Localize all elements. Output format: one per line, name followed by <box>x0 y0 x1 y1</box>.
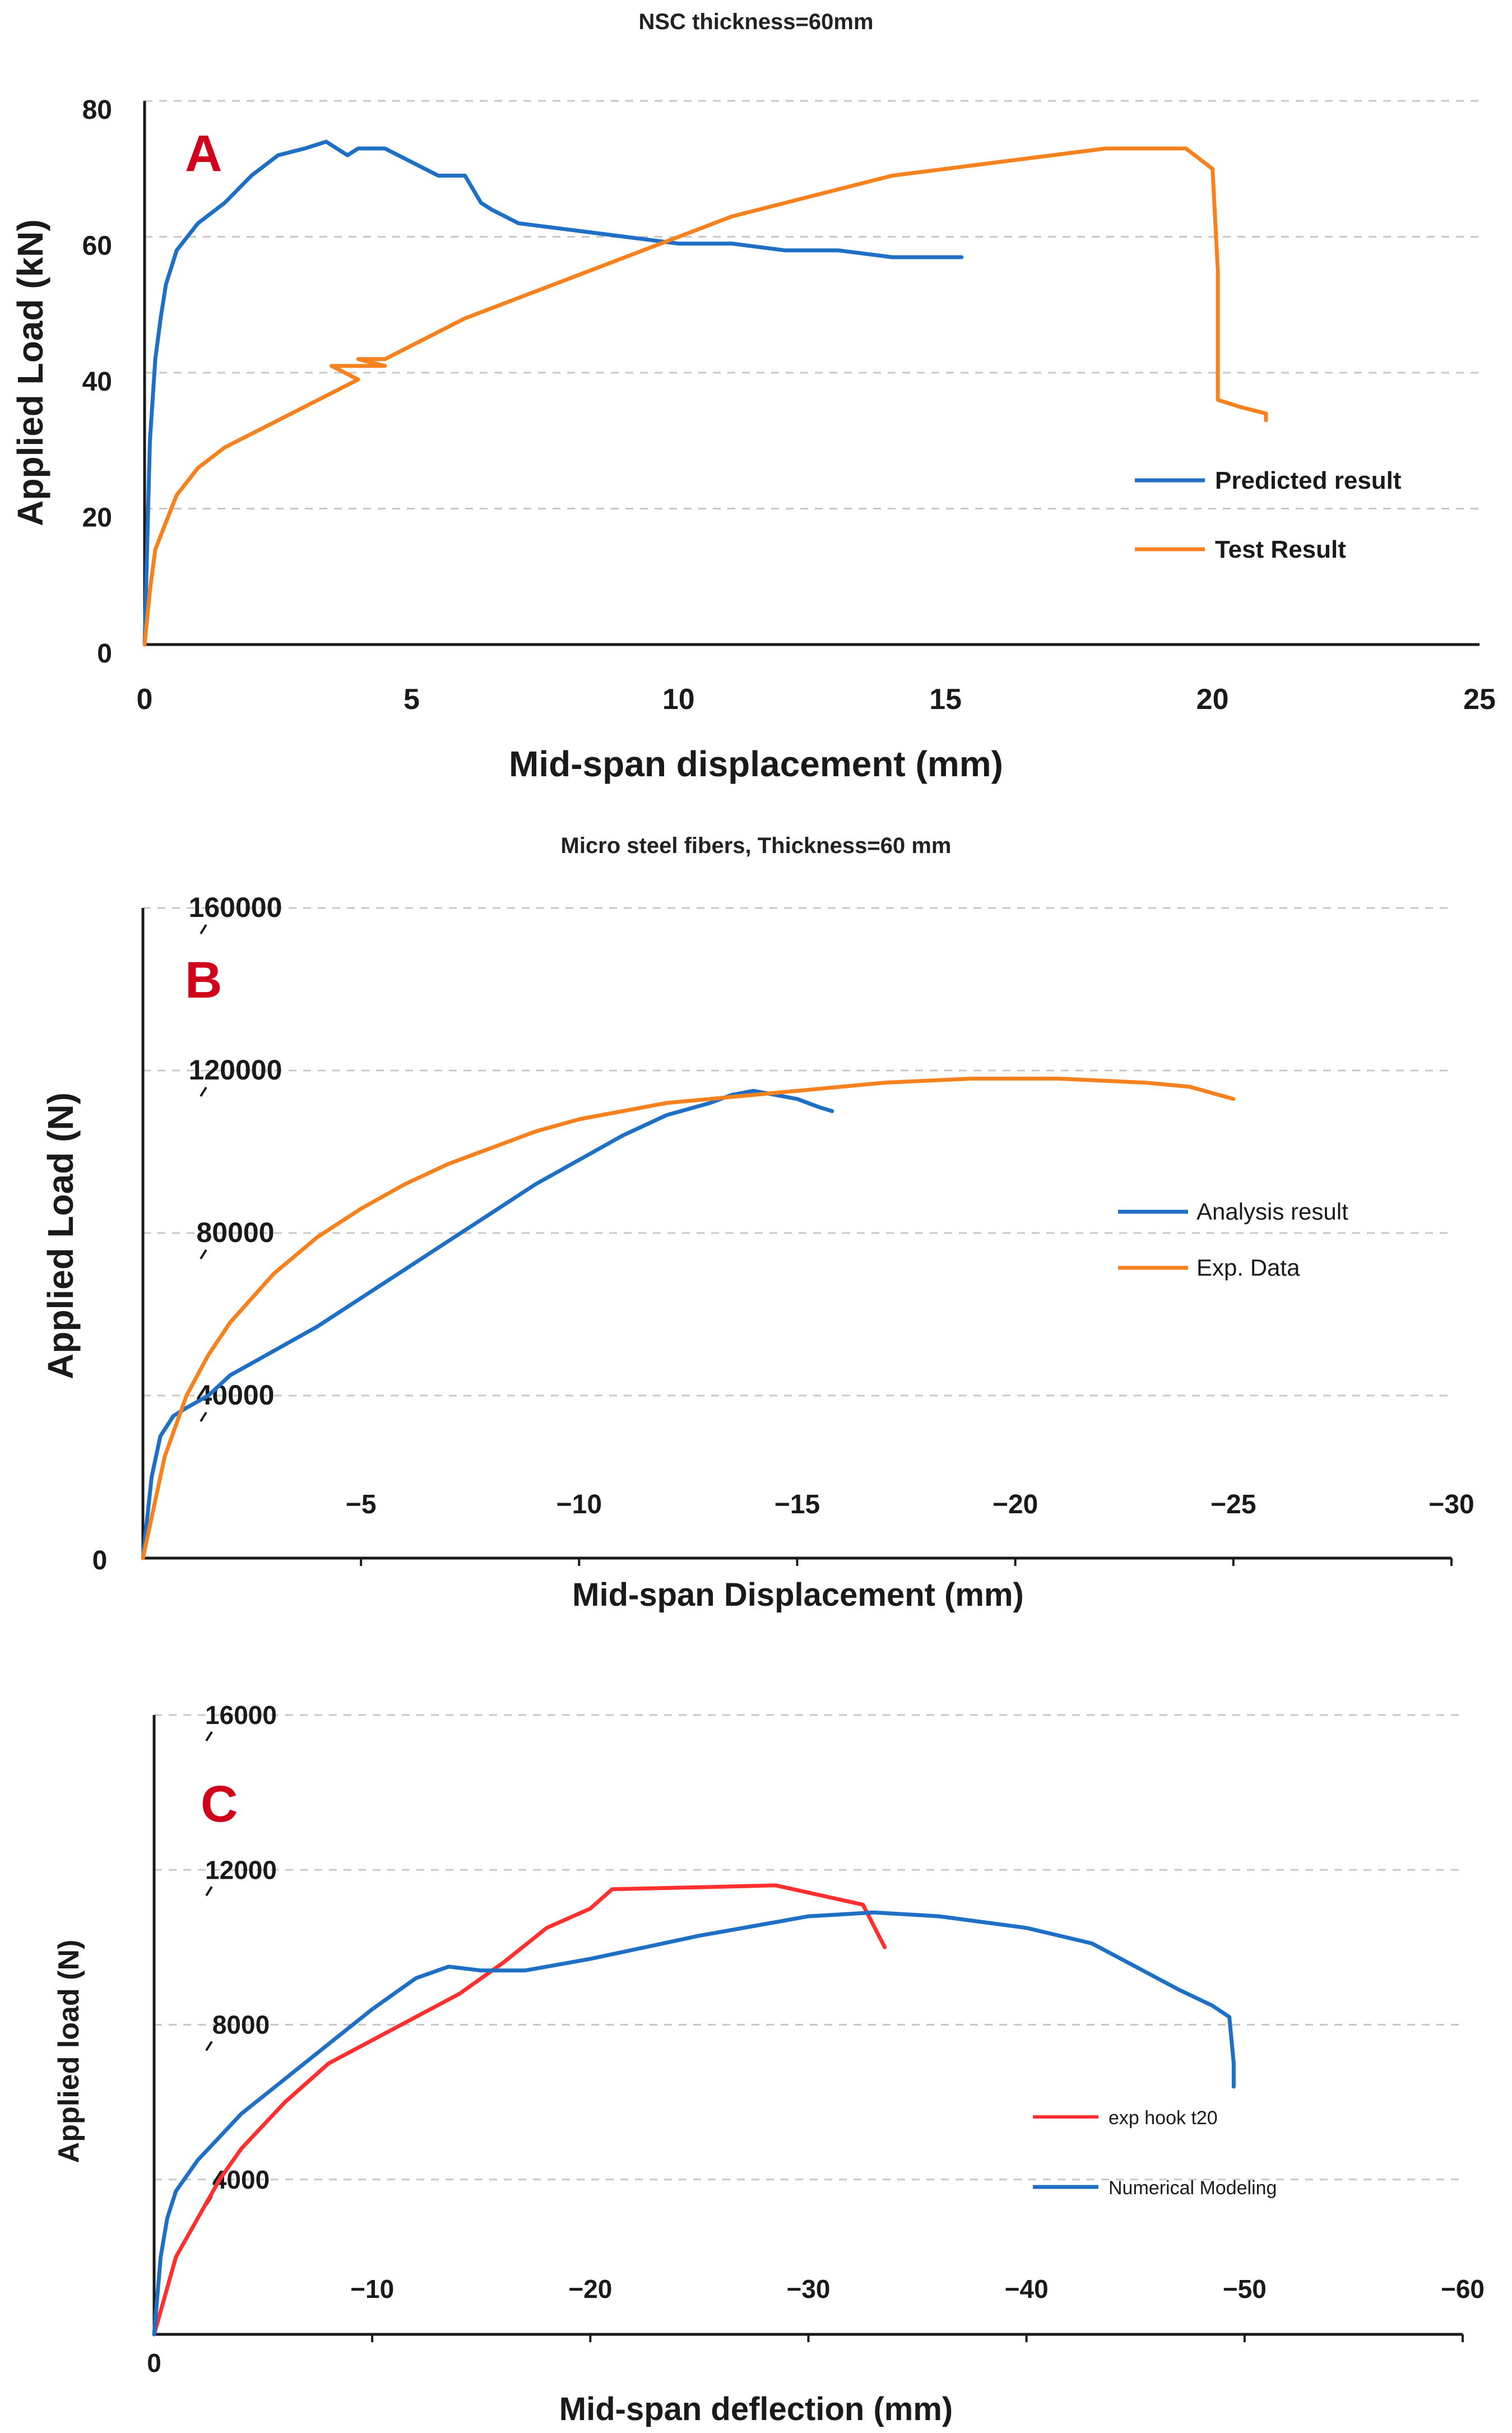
grid <box>154 1714 1463 2181</box>
series-group <box>142 140 1268 647</box>
y-tick-label: 160000 <box>189 892 282 923</box>
y-tick-label: 60 <box>82 231 112 261</box>
y-axis-label: Applied load (N) <box>53 1940 85 2163</box>
series-group <box>141 1077 1236 1560</box>
x-tick-label: 0 <box>137 683 153 716</box>
legend-label-numerical: Numerical Modeling <box>1109 2177 1277 2199</box>
x-ticks: −5 −10 −15 −20 −25 −30 <box>346 1490 1474 1566</box>
origin-label: 0 <box>92 1546 108 1575</box>
legend: Analysis result Exp. Data <box>1118 1198 1348 1281</box>
x-tick-label: −50 <box>1223 2274 1267 2304</box>
y-tick-mark <box>200 1249 207 1260</box>
x-tick-label: −30 <box>1428 1490 1474 1519</box>
x-tick-label: −10 <box>350 2274 394 2304</box>
x-tick-label: −30 <box>786 2274 830 2304</box>
series-line-exp-hook-t20 <box>152 1883 887 2337</box>
x-tick-label: 5 <box>403 683 420 716</box>
y-tick-mark <box>205 1731 213 1742</box>
x-tick-label: −15 <box>774 1490 820 1519</box>
y-ticks: 0 20 40 60 80 <box>82 95 112 669</box>
legend-label-predicted: Predicted result <box>1215 467 1402 494</box>
x-axis-label: Mid-span deflection (mm) <box>559 2391 953 2427</box>
series-line-analysis-result <box>141 1088 834 1560</box>
y-tick-label: 0 <box>97 639 112 669</box>
y-tick-mark <box>205 1886 213 1897</box>
chart-title: NSC thickness=60mm <box>638 10 873 34</box>
y-tick-label: 80000 <box>196 1217 274 1248</box>
panel-b: Micro steel fibers, Thickness=60 mm −5 −1… <box>40 833 1474 1613</box>
x-axis-label: Mid-span displacement (mm) <box>509 744 1003 784</box>
y-tick-label: 40 <box>82 367 112 397</box>
x-tick-label: −40 <box>1005 2274 1049 2304</box>
y-tick-label: 16000 <box>205 1700 277 1730</box>
y-tick-mark <box>200 924 207 935</box>
panel-label: B <box>185 952 222 1009</box>
panel-label: C <box>201 1776 238 1833</box>
x-tick-label: −10 <box>556 1490 602 1519</box>
grid <box>143 907 1451 1397</box>
y-tick-label: 20 <box>82 503 112 533</box>
legend: Predicted result Test Result <box>1135 467 1402 563</box>
chart-title: Micro steel fibers, Thickness=60 mm <box>561 833 952 858</box>
y-tick-label: 80 <box>82 95 112 125</box>
legend: exp hook t20 Numerical Modeling <box>1033 2107 1277 2199</box>
x-tick-label: 20 <box>1196 683 1229 716</box>
x-tick-label: −20 <box>568 2274 612 2304</box>
series-group <box>152 1883 1236 2337</box>
x-tick-label: −60 <box>1441 2274 1485 2304</box>
origin-label: 0 <box>147 2348 161 2378</box>
legend-label-analysis: Analysis result <box>1196 1198 1348 1225</box>
series-line-test-result <box>142 146 1268 647</box>
x-tick-label: −5 <box>346 1490 377 1519</box>
x-tick-label: −20 <box>992 1490 1038 1519</box>
y-axis-label: Applied Load (kN) <box>10 219 50 526</box>
x-ticks: −10 −20 −30 −40 −50 −60 <box>350 2274 1485 2342</box>
y-tick-mark <box>200 1086 207 1097</box>
panel-a: NSC thickness=60mm 0 5 10 15 20 25 020406080 … <box>10 10 1496 784</box>
panel-label: A <box>185 125 222 182</box>
legend-label-exp-hook: exp hook t20 <box>1109 2107 1218 2129</box>
x-tick-label: 15 <box>929 683 962 716</box>
y-tick-label: 8000 <box>212 2010 270 2040</box>
x-tick-label: 10 <box>662 683 695 716</box>
grid <box>145 100 1479 509</box>
legend-label-test: Test Result <box>1215 536 1346 563</box>
series-line-exp-data <box>141 1077 1236 1560</box>
y-tick-label: 12000 <box>205 1855 277 1884</box>
x-axis-label: Mid-span Displacement (mm) <box>572 1577 1024 1613</box>
y-tick-mark <box>205 2041 213 2051</box>
y-tick-mark <box>200 1411 207 1422</box>
y-axis-label: Applied Load (N) <box>40 1092 81 1379</box>
x-tick-label: 25 <box>1463 683 1496 716</box>
legend-label-exp: Exp. Data <box>1196 1254 1300 1281</box>
series-line-numerical-modeling <box>152 1910 1236 2337</box>
series-line-predicted-result <box>142 140 964 647</box>
y-tick-label: 120000 <box>189 1054 282 1086</box>
x-ticks: 0 5 10 15 20 25 <box>137 683 1496 716</box>
x-tick-label: −25 <box>1210 1490 1256 1519</box>
